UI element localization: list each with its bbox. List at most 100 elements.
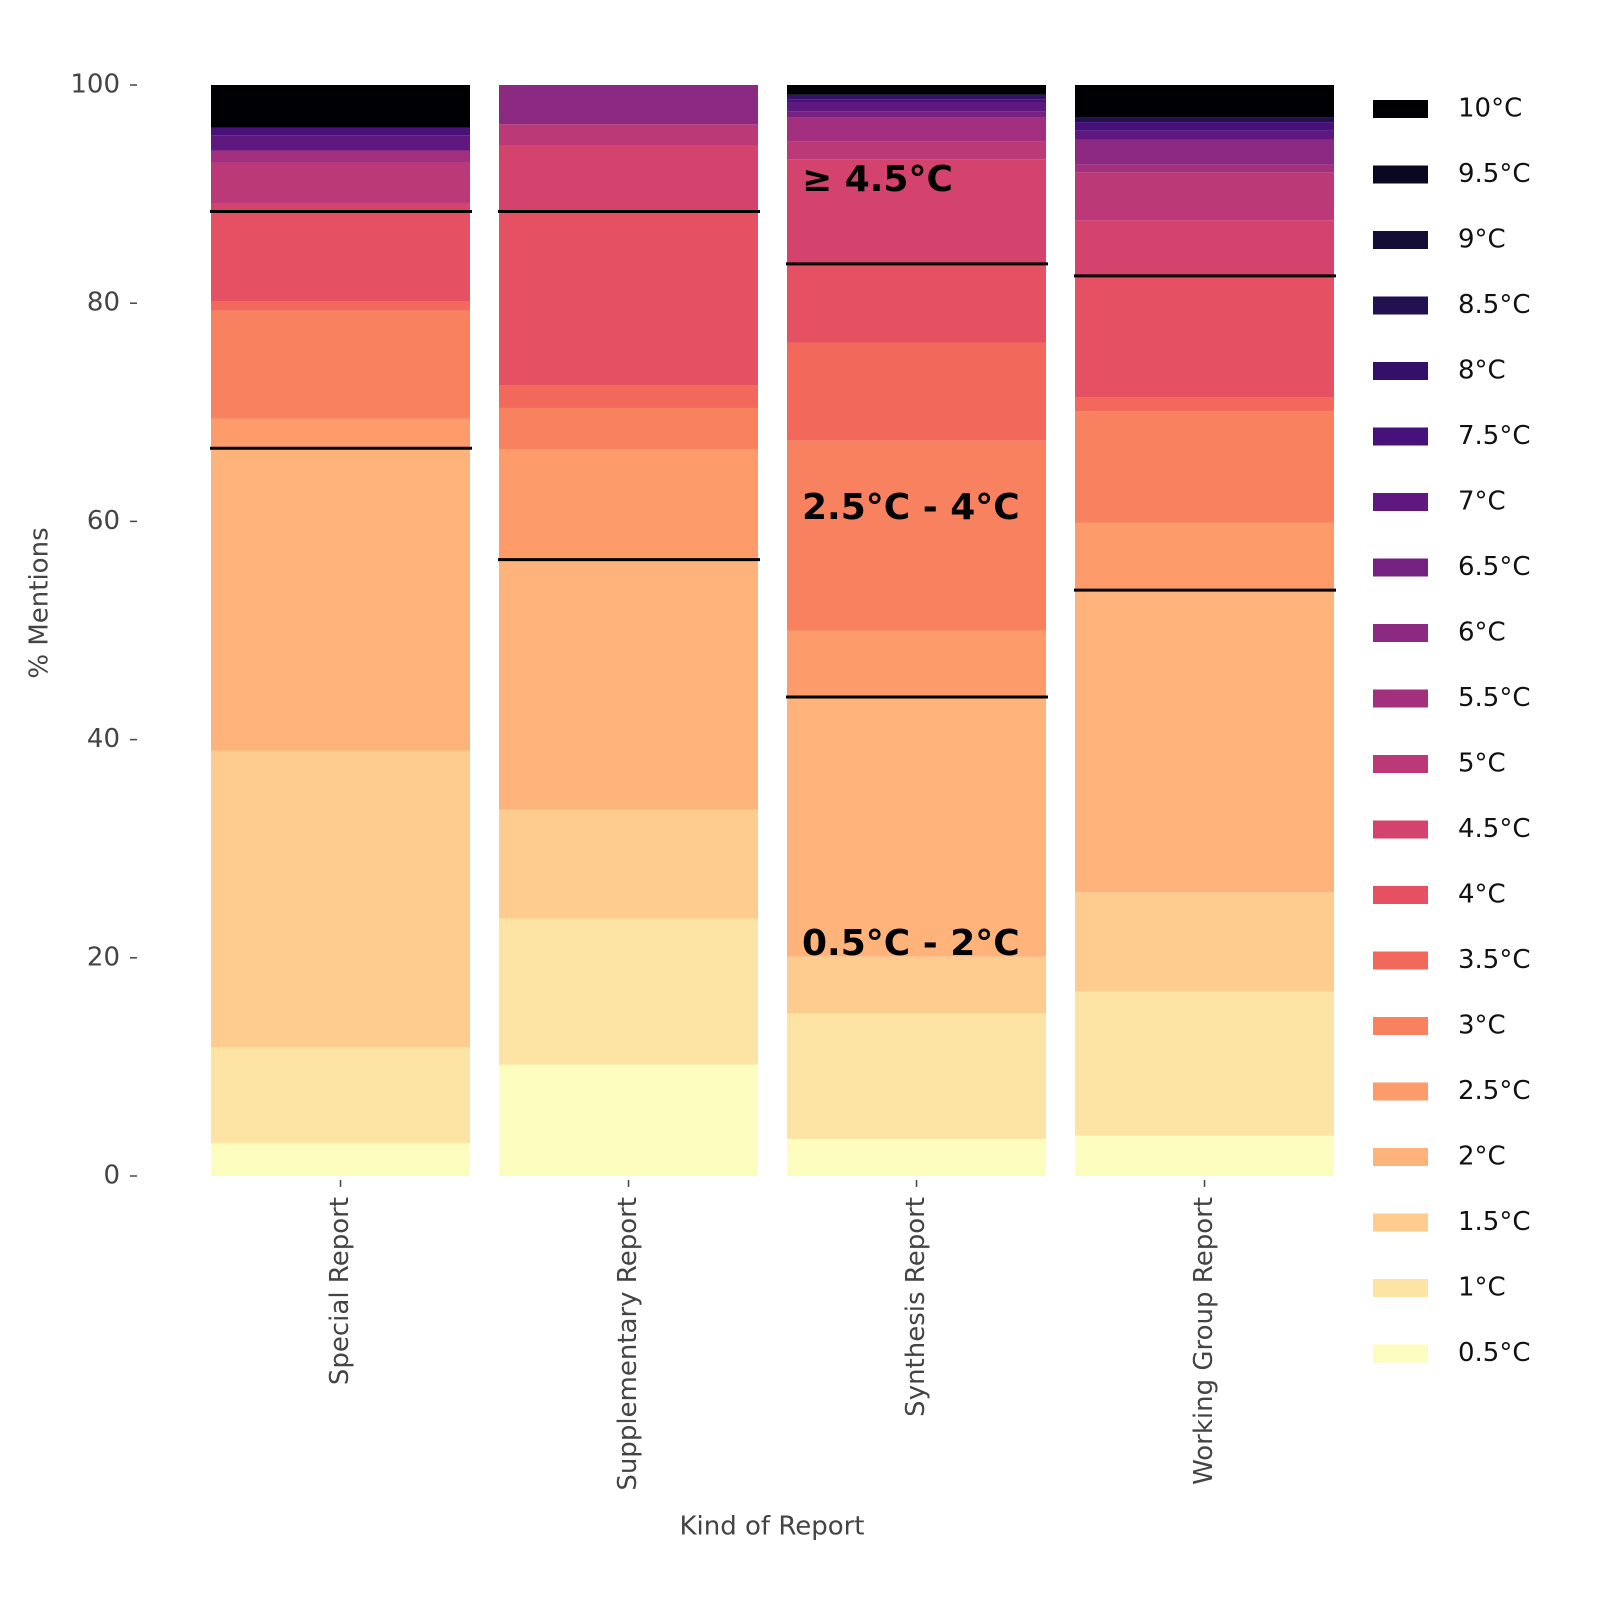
- legend-label: 9.5°C: [1458, 159, 1531, 189]
- y-axis-label: % Mentions: [25, 527, 55, 678]
- bar-segment: [499, 385, 758, 408]
- annotation: 2.5°C - 4°C: [802, 487, 1020, 528]
- bar-segment: [499, 145, 758, 212]
- bar-segment: [211, 310, 470, 419]
- bar-segment: [499, 124, 758, 146]
- legend-label: 4°C: [1458, 880, 1506, 910]
- bar-segment: [499, 449, 758, 560]
- legend-swatch: [1373, 427, 1428, 446]
- legend-swatch: [1373, 493, 1428, 511]
- y-tick-label: 80: [87, 288, 120, 318]
- bar-segment: [1075, 122, 1334, 131]
- legend-swatch: [1373, 231, 1428, 249]
- legend-swatch: [1373, 755, 1428, 773]
- bar-segment: [211, 301, 470, 311]
- legend-label: 4.5°C: [1458, 814, 1531, 844]
- legend-label: 2.5°C: [1458, 1076, 1531, 1106]
- bar-segment: [787, 141, 1046, 160]
- bar-segment: [211, 448, 470, 751]
- bar-segment: [787, 94, 1046, 100]
- legend-swatch: [1373, 558, 1428, 577]
- bar-segment: [787, 697, 1046, 957]
- legend-label: 10°C: [1458, 94, 1522, 124]
- bar-segment: [1075, 117, 1334, 123]
- bar-segment: [1075, 220, 1334, 276]
- bar-segment: [1075, 522, 1334, 591]
- bar-segment: [1075, 139, 1334, 165]
- legend-swatch: [1373, 1344, 1428, 1363]
- bar-segment: [787, 630, 1046, 698]
- legend-swatch: [1373, 296, 1428, 315]
- y-tick-label: 60: [87, 506, 120, 536]
- legend-swatch: [1373, 165, 1428, 184]
- bar-segment: [1075, 1135, 1334, 1176]
- bar-segment: [211, 211, 470, 302]
- bar-segment: [1075, 164, 1334, 173]
- bar-segment: [787, 342, 1046, 441]
- legend-label: 8.5°C: [1458, 290, 1531, 320]
- bar-segment: [787, 99, 1046, 103]
- bar-segment: [1075, 85, 1334, 118]
- x-tick-label: Working Group Report: [1189, 1197, 1219, 1485]
- legend-swatch: [1373, 951, 1428, 970]
- y-tick-label: 100: [70, 70, 120, 100]
- legend-label: 6°C: [1458, 618, 1506, 648]
- bar-segment: [211, 127, 470, 136]
- legend-label: 3.5°C: [1458, 945, 1531, 975]
- legend-swatch: [1373, 1279, 1428, 1297]
- bar-segment: [1075, 172, 1334, 221]
- bar-segment: [1075, 397, 1334, 412]
- legend-swatch: [1373, 362, 1428, 380]
- bar-segment: [787, 159, 1046, 264]
- legend-label: 7.5°C: [1458, 421, 1531, 451]
- bar-segment: [787, 85, 1046, 95]
- bar-segment: [787, 1138, 1046, 1176]
- bar-segment: [787, 440, 1046, 631]
- legend-label: 1°C: [1458, 1273, 1506, 1303]
- bar-segment: [787, 956, 1046, 1014]
- x-axis-label: Kind of Report: [679, 1512, 864, 1542]
- legend-swatch: [1373, 1082, 1428, 1101]
- bar-segment: [499, 809, 758, 919]
- bar-segment: [1075, 411, 1334, 523]
- legend-swatch: [1373, 1017, 1428, 1035]
- bar-segment: [211, 85, 470, 128]
- legend-label: 6.5°C: [1458, 552, 1531, 582]
- bar-segment: [787, 1013, 1046, 1139]
- bar-segment: [211, 750, 470, 1048]
- legend-label: 5.5°C: [1458, 683, 1531, 713]
- legend-swatch: [1373, 1148, 1428, 1166]
- legend-label: 8°C: [1458, 356, 1506, 386]
- bar-segment: [211, 150, 470, 163]
- bar-segment: [499, 407, 758, 450]
- legend-swatch: [1373, 1213, 1428, 1232]
- legend-swatch: [1373, 820, 1428, 839]
- legend-label: 0.5°C: [1458, 1338, 1531, 1368]
- bar-segment: [787, 111, 1046, 118]
- legend-swatch: [1373, 624, 1428, 642]
- bar-segment: [211, 203, 470, 212]
- bar-segment: [211, 418, 470, 449]
- legend-label: 1.5°C: [1458, 1207, 1531, 1237]
- bar-segment: [1075, 275, 1334, 398]
- bar-segment: [787, 263, 1046, 343]
- bar-segment: [499, 918, 758, 1065]
- bar-segment: [1075, 130, 1334, 140]
- x-tick-label: Supplementary Report: [613, 1197, 643, 1491]
- y-tick-label: 40: [87, 724, 120, 754]
- bar-segment: [1075, 590, 1334, 893]
- bar-segment: [211, 162, 470, 204]
- annotation: ≥ 4.5°C: [802, 159, 953, 200]
- bar-segment: [211, 1047, 470, 1144]
- bar-segment: [1075, 991, 1334, 1136]
- legend-label: 7°C: [1458, 487, 1506, 517]
- legend-swatch: [1373, 689, 1428, 708]
- bar-segment: [787, 102, 1046, 112]
- annotation: 0.5°C - 2°C: [802, 923, 1020, 964]
- legend-label: 9°C: [1458, 225, 1506, 255]
- bar-segment: [1075, 892, 1334, 992]
- x-tick-label: Special Report: [325, 1197, 355, 1385]
- y-tick-label: 0: [103, 1161, 120, 1191]
- bar-segment: [499, 559, 758, 810]
- bar-segment: [787, 117, 1046, 142]
